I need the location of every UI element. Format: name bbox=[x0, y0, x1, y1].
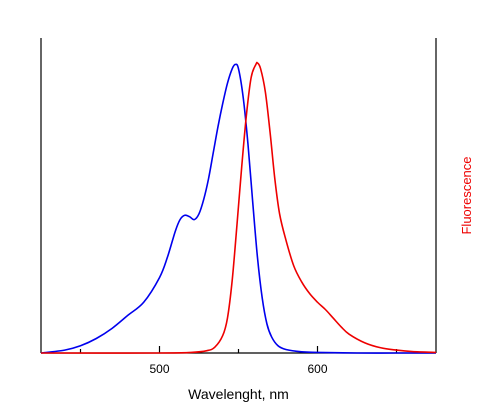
x-tick-label-600: 600 bbox=[307, 362, 327, 376]
x-axis-tick-labels: 500 600 bbox=[149, 362, 327, 376]
absorption-series-line bbox=[40, 63, 436, 354]
fluorescence-series-line bbox=[40, 61, 437, 354]
x-axis-title: Wavelenght, nm bbox=[188, 386, 289, 402]
x-tick-label-500: 500 bbox=[149, 362, 169, 376]
series-layer bbox=[40, 61, 437, 354]
x-axis-ticks bbox=[79, 346, 398, 353]
y2-axis-title: Fluorescence bbox=[459, 156, 474, 234]
